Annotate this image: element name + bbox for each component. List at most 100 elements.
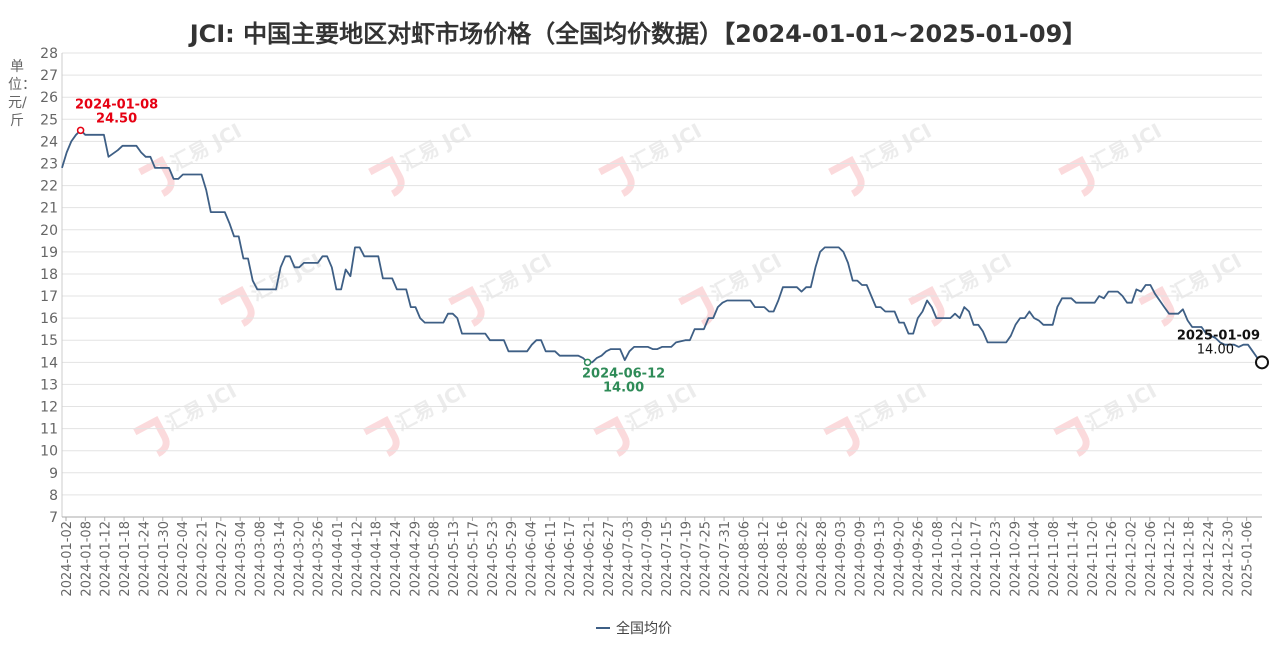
x-tick-label: 2024-07-09 <box>641 521 656 597</box>
x-tick-label: 2024-04-18 <box>370 521 385 597</box>
watermark: 汇易 JCI <box>823 378 930 457</box>
x-tick-label: 2025-01-06 <box>1241 521 1256 597</box>
x-tick-label: 2024-01-30 <box>157 521 172 597</box>
min-point-value-label: 14.00 <box>603 380 644 395</box>
watermark: 汇易 JCI <box>1053 378 1160 457</box>
y-tick-label: 23 <box>40 156 58 172</box>
y-axis-unit-label: 单位：元/斤 <box>8 59 36 129</box>
max-point-value-label: 24.50 <box>96 111 137 126</box>
x-tick-label: 2024-03-14 <box>273 521 288 597</box>
last-point-value-label: 14.00 <box>1197 342 1234 357</box>
watermark: 汇易 JCI <box>138 118 246 197</box>
x-tick-label: 2024-06-21 <box>583 521 598 597</box>
y-tick-label: 9 <box>49 466 58 482</box>
x-tick-label: 2024-12-30 <box>1221 521 1236 597</box>
x-tick-label: 2024-05-08 <box>428 521 443 597</box>
y-tick-label: 10 <box>40 444 58 460</box>
x-tick-label: 2024-11-14 <box>1066 521 1081 597</box>
x-tick-label: 2024-07-31 <box>718 521 733 597</box>
x-tick-label: 2024-01-08 <box>79 521 94 597</box>
y-tick-label: 15 <box>40 333 58 349</box>
x-tick-label: 2024-01-24 <box>137 521 152 597</box>
x-tick-label: 2024-12-12 <box>1163 521 1178 597</box>
x-tick-label: 2024-01-18 <box>118 521 133 597</box>
x-tick-label: 2024-02-27 <box>215 521 230 597</box>
x-tick-label: 2024-08-12 <box>757 521 772 597</box>
watermark: 汇易 JCI <box>828 118 935 197</box>
y-tick-label: 27 <box>40 68 58 84</box>
x-tick-label: 2024-03-20 <box>292 521 307 597</box>
x-tick-label: 2024-10-23 <box>989 521 1004 597</box>
watermark-text: 汇易 JCI <box>707 248 786 305</box>
legend-label: 全国均价 <box>616 621 672 637</box>
watermark-text: 汇易 JCI <box>627 118 706 175</box>
watermark: 汇易 JCI <box>1058 118 1166 197</box>
x-tick-label: 2024-05-17 <box>466 521 481 597</box>
x-tick-label: 2024-06-11 <box>544 521 559 597</box>
x-tick-label: 2024-09-26 <box>912 521 927 597</box>
x-tick-label: 2024-03-04 <box>234 521 249 597</box>
x-tick-label: 2024-07-25 <box>699 521 714 597</box>
x-tick-label: 2024-10-29 <box>1008 521 1023 597</box>
x-tick-label: 2024-01-12 <box>99 521 114 597</box>
watermark-logo-mark <box>448 286 485 327</box>
x-tick-label: 2024-10-17 <box>970 521 985 597</box>
watermark-logo-mark <box>1053 416 1090 457</box>
x-tick-label: 2024-11-04 <box>1028 521 1043 597</box>
max-point-date-label: 2024-01-08 <box>75 97 158 112</box>
watermark: 汇易 JCI <box>448 248 555 327</box>
watermark-logo-mark <box>823 416 860 457</box>
x-tick-label: 2024-11-08 <box>1047 521 1062 597</box>
x-tick-label: 2024-03-26 <box>312 521 327 597</box>
x-tick-label: 2024-12-06 <box>1144 521 1159 597</box>
last-point-date-label: 2025-01-09 <box>1177 328 1260 343</box>
watermark-text: 汇易 JCI <box>397 118 476 175</box>
x-tick-label: 2024-12-24 <box>1202 521 1217 597</box>
y-tick-label: 26 <box>40 90 58 106</box>
x-tick-label: 2024-08-06 <box>737 521 752 597</box>
x-tick-label: 2024-02-21 <box>195 521 210 597</box>
y-tick-label: 25 <box>40 112 58 128</box>
watermark-logo-mark <box>1058 156 1095 197</box>
last-point-marker <box>1255 355 1269 370</box>
x-tick-label: 2024-06-17 <box>563 521 578 597</box>
y-tick-label: 24 <box>40 134 58 150</box>
watermark-logo-mark <box>363 416 400 457</box>
x-tick-label: 2024-05-23 <box>486 521 501 597</box>
watermark-text: 汇易 JCI <box>167 118 246 175</box>
watermark-text: 汇易 JCI <box>1087 118 1166 175</box>
min-point-marker <box>583 358 592 367</box>
y-axis: 7 8 9 10 11 12 13 14 15 16 17 18 19 20 21 22 23 24 25 26 27 2… <box>40 46 63 526</box>
watermark-logo-mark <box>138 156 175 197</box>
y-tick-label: 21 <box>40 201 58 217</box>
legend[interactable]: 全国均价 <box>596 618 672 638</box>
x-tick-label: 2024-04-24 <box>389 521 404 597</box>
y-tick-label: 14 <box>40 355 58 371</box>
x-tick-label: 2024-09-20 <box>892 521 907 597</box>
watermark: 汇易 JCI <box>1138 248 1245 327</box>
x-tick-label: 2024-04-12 <box>350 521 365 597</box>
x-tick-label: 2024-11-26 <box>1105 521 1120 597</box>
x-tick-label: 2024-07-03 <box>621 521 636 597</box>
watermark-logo-mark <box>678 286 715 327</box>
watermark-logo-mark <box>593 416 630 457</box>
x-tick-label: 2024-07-19 <box>679 521 694 597</box>
max-point-marker <box>76 126 85 135</box>
x-tick-label: 2024-01-02 <box>60 521 75 597</box>
y-tick-label: 17 <box>40 289 58 305</box>
chart-title: JCI: 中国主要地区对虾市场价格（全国均价数据）【2024-01-01~202… <box>189 20 1087 48</box>
watermark: 汇易 JCI <box>368 118 476 197</box>
x-tick-label: 2024-10-12 <box>950 521 965 597</box>
watermark-layer: 汇易 JCI 汇易 JCI 汇易 JCI 汇易 JCI 汇易 JCI 汇易 JCI 汇易 J… <box>133 118 1245 457</box>
watermark-logo-mark <box>908 286 945 327</box>
watermark-logo-mark <box>828 156 865 197</box>
series-line <box>61 129 1263 364</box>
x-tick-label: 2024-05-29 <box>505 521 520 597</box>
x-tick-label: 2024-05-13 <box>447 521 462 597</box>
watermark-logo-mark <box>133 416 170 457</box>
y-tick-label: 19 <box>40 245 58 261</box>
watermark: 汇易 JCI <box>598 118 706 197</box>
x-tick-label: 2024-09-13 <box>873 521 888 597</box>
y-tick-label: 16 <box>40 311 58 327</box>
